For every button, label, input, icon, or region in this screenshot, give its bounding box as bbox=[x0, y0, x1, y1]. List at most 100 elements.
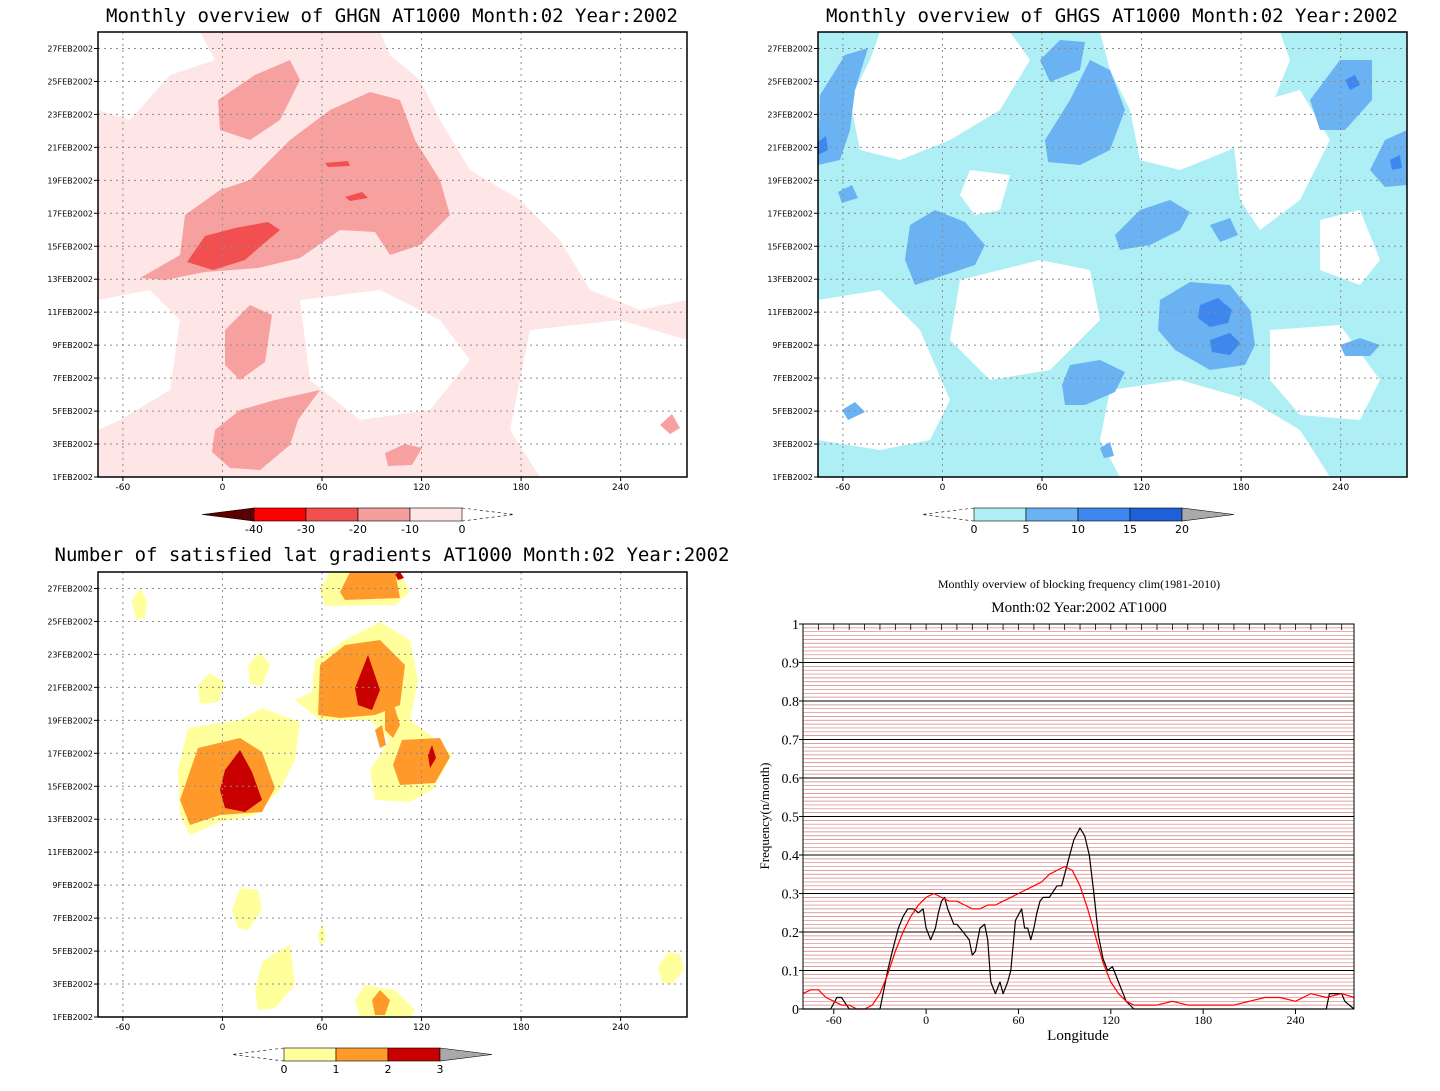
ghgs-colorbar-label: 15 bbox=[1123, 523, 1137, 536]
gradients-level-2 bbox=[385, 705, 400, 738]
ghgn-colorbar-label: -20 bbox=[349, 523, 367, 536]
ghgn-y-tick-label: 1FEB2002 bbox=[52, 473, 93, 482]
gradients-colorbar-swatch bbox=[335, 1047, 389, 1062]
ghgn-y-axis: 1FEB2002 3FEB2002 5FEB2002 7FEB2002 9FEB2002… bbox=[47, 44, 98, 482]
ghgs-colorbar-label: 20 bbox=[1175, 523, 1189, 536]
ghgn-y-tick-label: 7FEB2002 bbox=[52, 374, 93, 383]
ghgs-level-5 bbox=[1310, 60, 1372, 130]
frequency-title: Monthly overview of blocking frequency c… bbox=[938, 577, 1220, 591]
ghgn-colorbar-lower-arrow bbox=[201, 507, 255, 522]
ghgs-shading bbox=[818, 32, 1407, 477]
gradients-y-tick-label: 9FEB2002 bbox=[52, 881, 93, 890]
ghgn-colorbar-upper-arrow bbox=[461, 507, 515, 522]
ghgs-y-tick-label: 9FEB2002 bbox=[772, 341, 813, 350]
gradients-y-tick-label: 5FEB2002 bbox=[52, 947, 93, 956]
ghgs-title: Monthly overview of GHGS AT1000 Month:02… bbox=[826, 5, 1398, 27]
gradients-level-3 bbox=[395, 572, 404, 580]
frequency-y-tick-label: 0.3 bbox=[782, 888, 800, 903]
ghgs-y-tick-label: 25FEB2002 bbox=[767, 77, 813, 86]
gradients-y-tick-label: 19FEB2002 bbox=[47, 716, 93, 725]
ghgn-white-area bbox=[380, 32, 687, 310]
gradients-x-tick-label: 240 bbox=[612, 1023, 629, 1033]
ghgn-x-axis: -60 0 60 120 180 240 bbox=[116, 477, 629, 493]
gradients-x-axis: -60 0 60 120 180 240 bbox=[116, 1017, 629, 1033]
gradients-frame bbox=[97, 571, 688, 1018]
gradients-y-tick-label: 15FEB2002 bbox=[47, 782, 93, 791]
gradients-x-tick-label: -60 bbox=[116, 1023, 131, 1033]
frequency-y-label: Frequency(n/month) bbox=[757, 763, 772, 870]
ghgn-colorbar-label: -30 bbox=[297, 523, 315, 536]
ghgs-level-10 bbox=[1210, 333, 1240, 355]
ghgn-y-tick-label: 5FEB2002 bbox=[52, 407, 93, 416]
gradients-y-tick-label: 11FEB2002 bbox=[47, 848, 93, 857]
gradients-colorbar-label: 3 bbox=[437, 1063, 444, 1076]
ghgn-white-area bbox=[98, 32, 215, 120]
ghgs-level-10 bbox=[818, 136, 828, 155]
ghgs-plot: -60 0 60 120 180 240 1FEB2002 3FEB2002 5FEB2002… bbox=[767, 31, 1408, 493]
gradients-colorbar-label: 2 bbox=[385, 1063, 392, 1076]
ghgn-x-tick-label: 60 bbox=[316, 483, 328, 493]
ghgn-y-tick-label: 25FEB2002 bbox=[47, 77, 93, 86]
frequency-y-axis: 0 0.1 0.2 0.3 0.4 0.5 0.6 0.7 0.8 0.9 1 bbox=[782, 618, 803, 1018]
ghgs-white-area bbox=[850, 32, 1030, 160]
gradients-level-1 bbox=[255, 945, 295, 1010]
ghgn-level-20 bbox=[345, 192, 368, 201]
ghgs-y-axis: 1FEB2002 3FEB2002 5FEB2002 7FEB2002 9FEB2002… bbox=[767, 44, 818, 482]
gradients-x-tick-label: 120 bbox=[413, 1023, 430, 1033]
frequency-series-black-line bbox=[803, 827, 1355, 1010]
ghgs-level-5 bbox=[1045, 60, 1125, 165]
ghgs-y-tick-label: 19FEB2002 bbox=[767, 176, 813, 185]
ghgs-y-tick-label: 17FEB2002 bbox=[767, 209, 813, 218]
frequency-x-tick-label: 180 bbox=[1194, 1013, 1212, 1027]
gradients-colorbar-swatch bbox=[283, 1047, 337, 1062]
ghgs-colorbar-upper-arrow bbox=[1181, 507, 1235, 522]
ghgs-x-tick-label: 60 bbox=[1036, 483, 1048, 493]
ghgn-y-tick-label: 21FEB2002 bbox=[47, 143, 93, 152]
ghgs-x-tick-label: 0 bbox=[940, 483, 946, 493]
ghgs-y-tick-label: 1FEB2002 bbox=[772, 473, 813, 482]
ghgs-level-5 bbox=[842, 402, 865, 420]
ghgs-colorbar-swatch bbox=[1129, 507, 1183, 522]
frequency-y-tick-label: 0.6 bbox=[782, 772, 800, 787]
gradients-x-tick-label: 180 bbox=[512, 1023, 529, 1033]
ghgn-colorbar-swatch bbox=[305, 507, 359, 522]
ghgs-y-tick-label: 7FEB2002 bbox=[772, 374, 813, 383]
ghgn-colorbar-swatch bbox=[253, 507, 307, 522]
gradients-level-3 bbox=[220, 750, 262, 812]
gradients-y-tick-label: 7FEB2002 bbox=[52, 914, 93, 923]
frequency-panel: Monthly overview of blocking frequency c… bbox=[757, 577, 1355, 1044]
ghgs-level-5 bbox=[818, 48, 868, 165]
ghgs-level-5 bbox=[1340, 338, 1380, 356]
ghgs-colorbar-swatch bbox=[973, 507, 1027, 522]
gradients-level-1 bbox=[658, 952, 684, 984]
frequency-y-tick-label: 0.8 bbox=[782, 695, 800, 710]
ghgs-level-5 bbox=[1370, 130, 1407, 187]
frequency-y-tick-label: 0.4 bbox=[782, 849, 800, 864]
gradients-level-2 bbox=[340, 572, 400, 600]
ghgs-y-tick-label: 27FEB2002 bbox=[767, 44, 813, 53]
ghgn-y-tick-label: 27FEB2002 bbox=[47, 44, 93, 53]
ghgs-frame bbox=[817, 31, 1408, 478]
ghgs-white-area bbox=[1320, 210, 1380, 285]
gradients-y-tick-label: 17FEB2002 bbox=[47, 749, 93, 758]
ghgn-frame bbox=[97, 31, 688, 478]
ghgs-colorbar-label: 0 bbox=[971, 523, 978, 536]
ghgn-plot: -60 0 60 120 180 240 1FEB2002 3FEB2002 5FEB2002… bbox=[47, 31, 688, 493]
frequency-y-tick-label: 0.7 bbox=[782, 734, 800, 749]
ghgs-colorbar-label: 10 bbox=[1071, 523, 1085, 536]
ghgs-white-area bbox=[960, 170, 1010, 215]
ghgn-colorbar-swatch bbox=[357, 507, 411, 522]
ghgs-y-tick-label: 5FEB2002 bbox=[772, 407, 813, 416]
ghgn-x-tick-label: 0 bbox=[220, 483, 226, 493]
ghgn-white-area bbox=[510, 320, 687, 477]
gradients-y-axis: 1FEB2002 3FEB2002 5FEB2002 7FEB2002 9FEB2002… bbox=[47, 584, 98, 1022]
frequency-y-tick-label: 0.1 bbox=[782, 965, 800, 980]
ghgn-x-tick-label: 120 bbox=[413, 483, 430, 493]
gradients-colorbar-upper-arrow bbox=[439, 1047, 493, 1062]
ghgs-x-tick-label: 240 bbox=[1332, 483, 1349, 493]
gradients-y-tick-label: 21FEB2002 bbox=[47, 683, 93, 692]
ghgs-x-tick-label: 120 bbox=[1133, 483, 1150, 493]
gradients-y-tick-label: 1FEB2002 bbox=[52, 1013, 93, 1022]
ghgs-panel: Monthly overview of GHGS AT1000 Month:02… bbox=[767, 5, 1408, 536]
frequency-x-tick-label: 60 bbox=[1012, 1013, 1024, 1027]
